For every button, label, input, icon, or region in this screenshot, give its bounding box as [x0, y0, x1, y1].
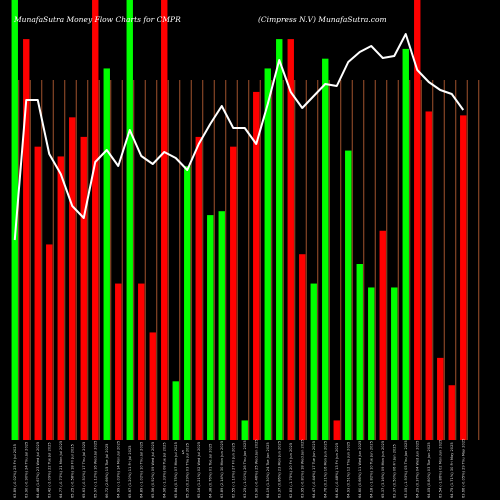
axis-mid-label: 5: [182, 450, 185, 456]
x-tick-label: 65.25 (-0.58%) 18 Fri Jul 2025: [70, 444, 74, 498]
x-tick-label: 64.19 (1.30%) 24 Tue Jun 2025: [266, 442, 270, 498]
chart-title: MunafaSutra Money Flow Charts for CMPR: [13, 15, 181, 24]
x-tick-label: 64.60 (0.66%) 11 Wed Jun 2025: [358, 441, 362, 498]
money-flow-bar: [287, 39, 294, 441]
x-tick-label: 65.84 (0.75%) 07 Mon Jul 2025: [174, 442, 178, 498]
money-flow-bar: [195, 136, 202, 440]
money-flow-bar: [241, 420, 248, 440]
x-tick-label: 63.90 (-0.46%) 25 Wed Jun 2025: [254, 439, 258, 498]
x-tick-label: 66.72 (2.66%) 15 Tue Jul 2025: [105, 444, 109, 498]
money-flow-bar: [172, 381, 179, 440]
price-line: [13, 33, 465, 241]
x-tick-label: 64.18 (-1.82%) 10 Tue Jun 2025: [369, 441, 373, 498]
x-tick-label: 63.66 (-0.05%) 29 Thu May 2025: [461, 439, 465, 498]
x-tick-label: 64.99 (-1.03%) 14 Mon Jul 2025: [116, 441, 120, 498]
money-flow-bar: [345, 150, 352, 440]
money-flow-bar: [368, 287, 375, 440]
x-tick-label: 62.55 (-1.10%) 27 Fri Jun 2025: [231, 443, 235, 498]
money-flow-bar: [264, 68, 271, 440]
x-tick-label: 63.05 (-1.93%) 05 Thu Jun 2025: [404, 440, 408, 498]
money-flow-bar: [103, 68, 110, 440]
money-flow-bar: [356, 264, 363, 440]
money-flow-bar: [46, 244, 53, 440]
money-flow-bar: [322, 58, 329, 441]
money-flow-bar: [299, 254, 306, 440]
money-flow-bar: [379, 230, 386, 440]
money-flow-bar: [207, 215, 214, 440]
money-flow-bar: [149, 332, 156, 440]
x-tick-label: 65.56 (0.92%) 09 Wed Jul 2025: [151, 442, 155, 498]
x-tick-label: 64.96 (-1.33%) 08 Tue Jul 2025: [162, 442, 166, 498]
x-tick-label: 63.37 (0.50%) 06 Fri Jun 2025: [392, 444, 396, 498]
price-line-path: [13, 33, 465, 241]
money-flow-bar: [34, 146, 41, 441]
money-flow-bar: [448, 385, 455, 440]
money-flow-bar: [126, 0, 133, 440]
x-tick-label: 64.38 (0.76%) 01 Tue Jul 2025: [208, 444, 212, 498]
x-tick-label: 64.75 (1.71%) 30 Fri May 2025: [450, 442, 454, 498]
money-flow-bar: [218, 211, 225, 440]
x-tick-label: 63.95 (-0.81%) 18 Wed Jun 2025: [300, 439, 304, 498]
x-tick-label: 64.48 (1.67%) 23 Wed Jul 2025: [36, 442, 40, 498]
money-flow-bar: [115, 283, 122, 440]
x-tick-label: 63.89 (2.14%) 30 Mon Jun 2025: [220, 441, 224, 498]
money-flow-bar: [23, 39, 30, 441]
money-flow-bar: [92, 0, 99, 440]
x-tick-label: 63.90 (-0.90%) 24 Thu Jul 2025: [24, 442, 28, 498]
x-tick-label: 65.67 (1.20%) 11 Fri Jul 2025: [128, 445, 132, 498]
x-tick-label: 65.97 (-1.12%) 16 Wed Jul 2025: [93, 441, 97, 498]
x-tick-labels: 63.89 (-0.02%) 25 Fri Jul 2025 63.90 (-0.…: [13, 439, 466, 498]
money-flow-bar: [253, 91, 260, 440]
money-flow-bar: [11, 0, 18, 440]
money-flow-bar: [230, 146, 237, 441]
x-tick-label: 63.54 (-1.86%) 02 Mon Jun 2025: [438, 440, 442, 498]
money-flow-bar: [391, 287, 398, 440]
x-tick-label: 63.25 (-1.01%) 26 Thu Jun 2025: [243, 440, 247, 498]
x-tick-label: 63.42 (-2.09%) 22 Tue Jul 2025: [47, 442, 51, 498]
x-tick-label: 62.83 (-1.75%) 20 Fri Jun 2025: [289, 443, 293, 498]
x-tick-label: 65.16 (1.21%) 02 Wed Jul 2025: [197, 442, 201, 498]
chart-subtitle: (Cimpress N.V) MunafaSutra.com: [258, 15, 387, 24]
money-flow-bar: [276, 39, 283, 441]
x-tick-label: 64.05 (0.80%) 03 Tue Jun 2025: [427, 442, 431, 498]
money-flow-bar: [437, 357, 444, 440]
x-tick-label: 65.63 (-0.51%) 17 Thu Jul 2025: [82, 442, 86, 498]
money-flow-bars: [11, 0, 467, 441]
money-flow-bar: [184, 166, 191, 440]
money-flow-bar: [310, 283, 317, 440]
money-flow-bar: [138, 283, 145, 440]
grid-lines: [18, 80, 480, 440]
x-tick-label: 64.89 (-1.02%) 10 Thu Jul 2025: [139, 442, 143, 498]
x-tick-label: 63.89 (-0.02%) 25 Fri Jul 2025: [13, 444, 17, 498]
money-flow-bar: [333, 420, 340, 440]
money-flow-bar: [460, 115, 467, 440]
x-tick-label: 64.29 (0.37%) 04 Wed Jun 2025: [415, 441, 419, 498]
x-tick-label: 65.37 (3.16%) 09 Mon Jun 2025: [381, 441, 385, 498]
x-tick-label: 63.37 (0.86%) 23 Mon Jun 2025: [277, 441, 281, 498]
money-flow-bar: [402, 48, 409, 440]
x-tick-label: 64.76 (0.21%) 16 Mon Jun 2025: [323, 441, 327, 498]
x-tick-label: 64.77 (-0.73%) 21 Mon Jul 2025: [59, 441, 63, 498]
x-tick-label: 65.35 (0.29%) 03 Thu Jul 2025: [185, 443, 189, 498]
money-flow-bar: [161, 0, 168, 440]
money-flow-bar: [80, 136, 87, 440]
x-tick-label: 64.62 (-0.48%) 13 Fri Jun 2025: [335, 443, 339, 498]
money-flow-bar: [69, 117, 76, 440]
money-flow-bar: [57, 156, 64, 440]
money-flow-bar: [425, 111, 432, 440]
money-flow-bar: [414, 0, 421, 440]
x-tick-label: 64.47 (-0.44%) 17 Tue Jun 2025: [312, 441, 316, 498]
x-tick-label: 64.93 (0.51%) 12 Thu Jun 2025: [346, 442, 350, 498]
